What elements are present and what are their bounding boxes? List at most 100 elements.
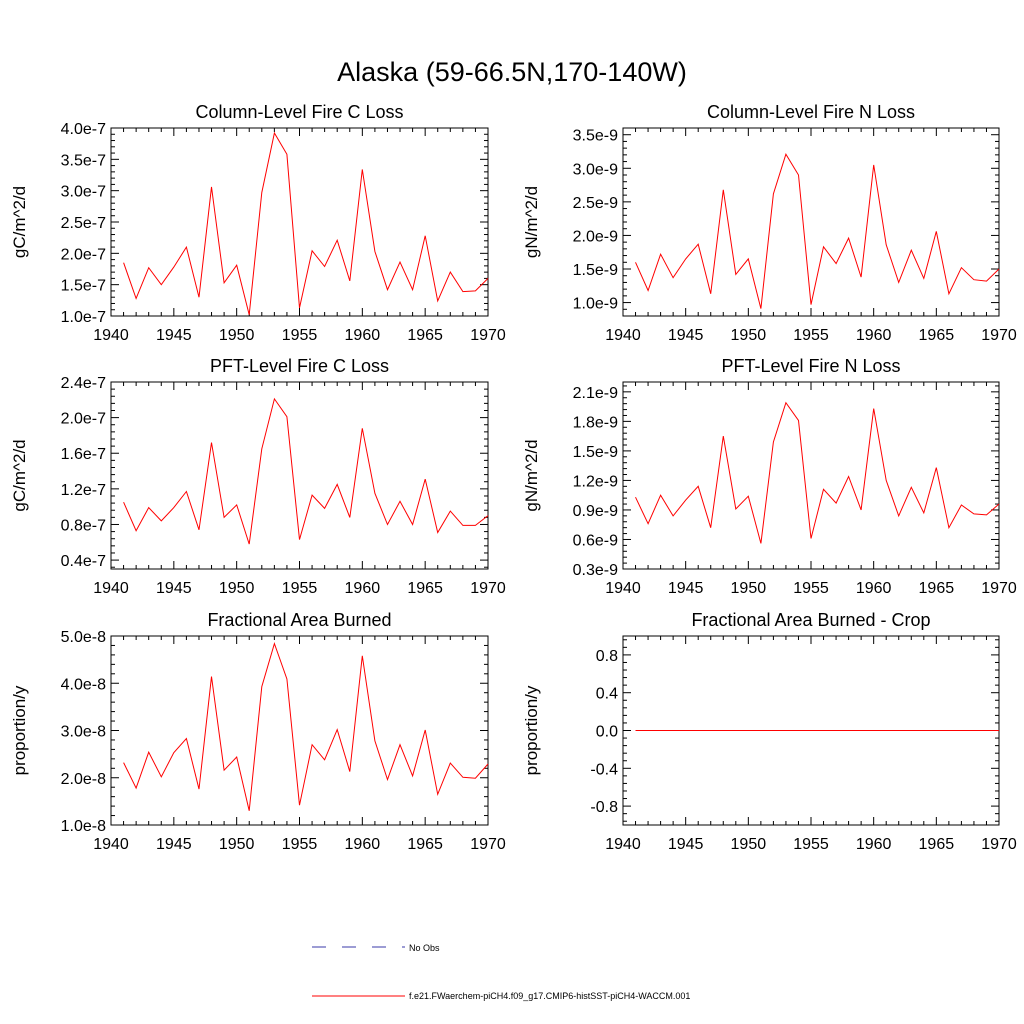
x-tick-label: 1965 <box>407 580 443 597</box>
x-tick-label: 1955 <box>793 836 829 853</box>
panel-4: PFT-Level Fire N Loss gN/m^2/d 1940 1945 195… <box>522 356 1017 597</box>
panel-title: PFT-Level Fire C Loss <box>210 356 389 376</box>
panel-title: Fractional Area Burned <box>207 610 391 630</box>
y-tick-label: 0.9e-9 <box>573 503 618 520</box>
series-line <box>635 401 1000 544</box>
y-tick-label: 3.0e-9 <box>573 161 618 178</box>
y-tick-label: 0.4e-7 <box>61 553 106 570</box>
y-tick-label: -0.8 <box>590 799 618 816</box>
x-tick-label: 1950 <box>731 580 767 597</box>
y-tick-label: 1.2e-9 <box>573 473 618 490</box>
y-tick-label: -0.4 <box>590 761 618 778</box>
y-tick-label: 2.5e-9 <box>573 195 618 212</box>
x-tick-label: 1955 <box>282 836 318 853</box>
x-tick-label: 1945 <box>668 836 704 853</box>
y-tick-label: 1.0e-8 <box>61 818 106 835</box>
plot-frame <box>110 381 489 570</box>
panel-6: Fractional Area Burned - Crop proportion/… <box>522 610 1017 853</box>
x-tick-label: 1970 <box>981 580 1017 597</box>
y-tick-label: 2.1e-9 <box>573 385 618 402</box>
legend-label-no-obs: No Obs <box>409 943 440 953</box>
y-tick-label: 1.6e-7 <box>61 446 106 463</box>
y-axis-label: gC/m^2/d <box>10 186 29 258</box>
panel-title: Column-Level Fire N Loss <box>707 102 915 122</box>
x-tick-label: 1970 <box>981 327 1017 344</box>
x-tick-label: 1970 <box>470 327 506 344</box>
x-tick-label: 1950 <box>731 327 767 344</box>
series-line <box>123 131 489 315</box>
panel-title: Column-Level Fire C Loss <box>195 102 403 122</box>
y-tick-label: 3.5e-9 <box>573 128 618 145</box>
panel-5: Fractional Area Burned proportion/y 1940 19… <box>10 610 506 853</box>
y-tick-label: 1.5e-9 <box>573 444 618 461</box>
y-tick-label: 2.0e-9 <box>573 228 618 245</box>
x-tick-label: 1940 <box>605 836 641 853</box>
y-tick-label: 0.8 <box>596 648 618 665</box>
series-line <box>123 641 489 811</box>
plot-frame <box>622 127 1000 317</box>
x-tick-label: 1955 <box>282 580 318 597</box>
y-tick-label: 0.4 <box>596 686 618 703</box>
x-tick-label: 1960 <box>856 836 892 853</box>
series-line <box>635 152 1000 309</box>
x-tick-label: 1965 <box>407 836 443 853</box>
x-tick-label: 1960 <box>856 327 892 344</box>
panel-1: Column-Level Fire C Loss gC/m^2/d 1940 1945… <box>10 102 506 344</box>
y-tick-label: 1.0e-7 <box>61 309 106 326</box>
x-tick-label: 1960 <box>345 580 381 597</box>
y-tick-label: 0.8e-7 <box>61 517 106 534</box>
y-tick-label: 4.0e-8 <box>61 676 106 693</box>
series-line <box>123 397 489 545</box>
y-tick-label: 3.5e-7 <box>61 152 106 169</box>
x-tick-label: 1970 <box>470 836 506 853</box>
y-axis-label: proportion/y <box>522 685 541 775</box>
x-tick-label: 1950 <box>219 327 255 344</box>
y-tick-label: 2.0e-7 <box>61 246 106 263</box>
x-tick-label: 1950 <box>219 580 255 597</box>
plot-frame <box>110 127 489 317</box>
y-tick-label: 1.5e-7 <box>61 278 106 295</box>
y-tick-label: 4.0e-7 <box>61 121 106 138</box>
panel-3: PFT-Level Fire C Loss gC/m^2/d 1940 1945 195… <box>10 356 506 597</box>
x-tick-label: 1970 <box>470 580 506 597</box>
x-tick-label: 1960 <box>856 580 892 597</box>
y-tick-label: 3.0e-7 <box>61 184 106 201</box>
y-tick-label: 5.0e-8 <box>61 629 106 646</box>
y-tick-label: 1.0e-9 <box>573 296 618 313</box>
x-tick-label: 1945 <box>156 580 192 597</box>
y-axis-label: gN/m^2/d <box>522 186 541 258</box>
y-axis-label: proportion/y <box>10 685 29 775</box>
y-tick-label: 3.0e-8 <box>61 724 106 741</box>
x-tick-label: 1950 <box>731 836 767 853</box>
x-tick-label: 1960 <box>345 327 381 344</box>
plot-frame <box>622 381 1000 570</box>
x-tick-label: 1940 <box>93 327 129 344</box>
x-tick-label: 1940 <box>93 580 129 597</box>
plot-frame <box>110 635 489 826</box>
x-tick-label: 1950 <box>219 836 255 853</box>
y-tick-label: 1.8e-9 <box>573 414 618 431</box>
y-tick-label: 2.0e-8 <box>61 771 106 788</box>
legend-label-model-run: f.e21.FWaerchem-piCH4.f09_g17.CMIP6-hist… <box>409 991 690 1001</box>
y-axis-label: gN/m^2/d <box>522 439 541 511</box>
x-tick-label: 1945 <box>156 327 192 344</box>
legend: No Obs f.e21.FWaerchem-piCH4.f09_g17.CMI… <box>312 943 690 1001</box>
figure-title: Alaska (59-66.5N,170-140W) <box>337 57 687 87</box>
x-tick-label: 1945 <box>668 580 704 597</box>
y-tick-label: 0.0 <box>596 724 618 741</box>
y-axis-label: gC/m^2/d <box>10 439 29 511</box>
x-tick-label: 1965 <box>919 327 955 344</box>
panel-2: Column-Level Fire N Loss gN/m^2/d 1940 1945… <box>522 102 1017 344</box>
x-tick-label: 1945 <box>668 327 704 344</box>
x-tick-label: 1970 <box>981 836 1017 853</box>
x-tick-label: 1955 <box>793 327 829 344</box>
x-tick-label: 1955 <box>282 327 318 344</box>
x-tick-label: 1955 <box>793 580 829 597</box>
y-tick-label: 1.5e-9 <box>573 262 618 279</box>
x-tick-label: 1940 <box>93 836 129 853</box>
x-tick-label: 1965 <box>919 836 955 853</box>
x-tick-label: 1965 <box>407 327 443 344</box>
panels: Column-Level Fire C Loss gC/m^2/d 1940 1945… <box>10 102 1017 853</box>
x-tick-label: 1945 <box>156 836 192 853</box>
